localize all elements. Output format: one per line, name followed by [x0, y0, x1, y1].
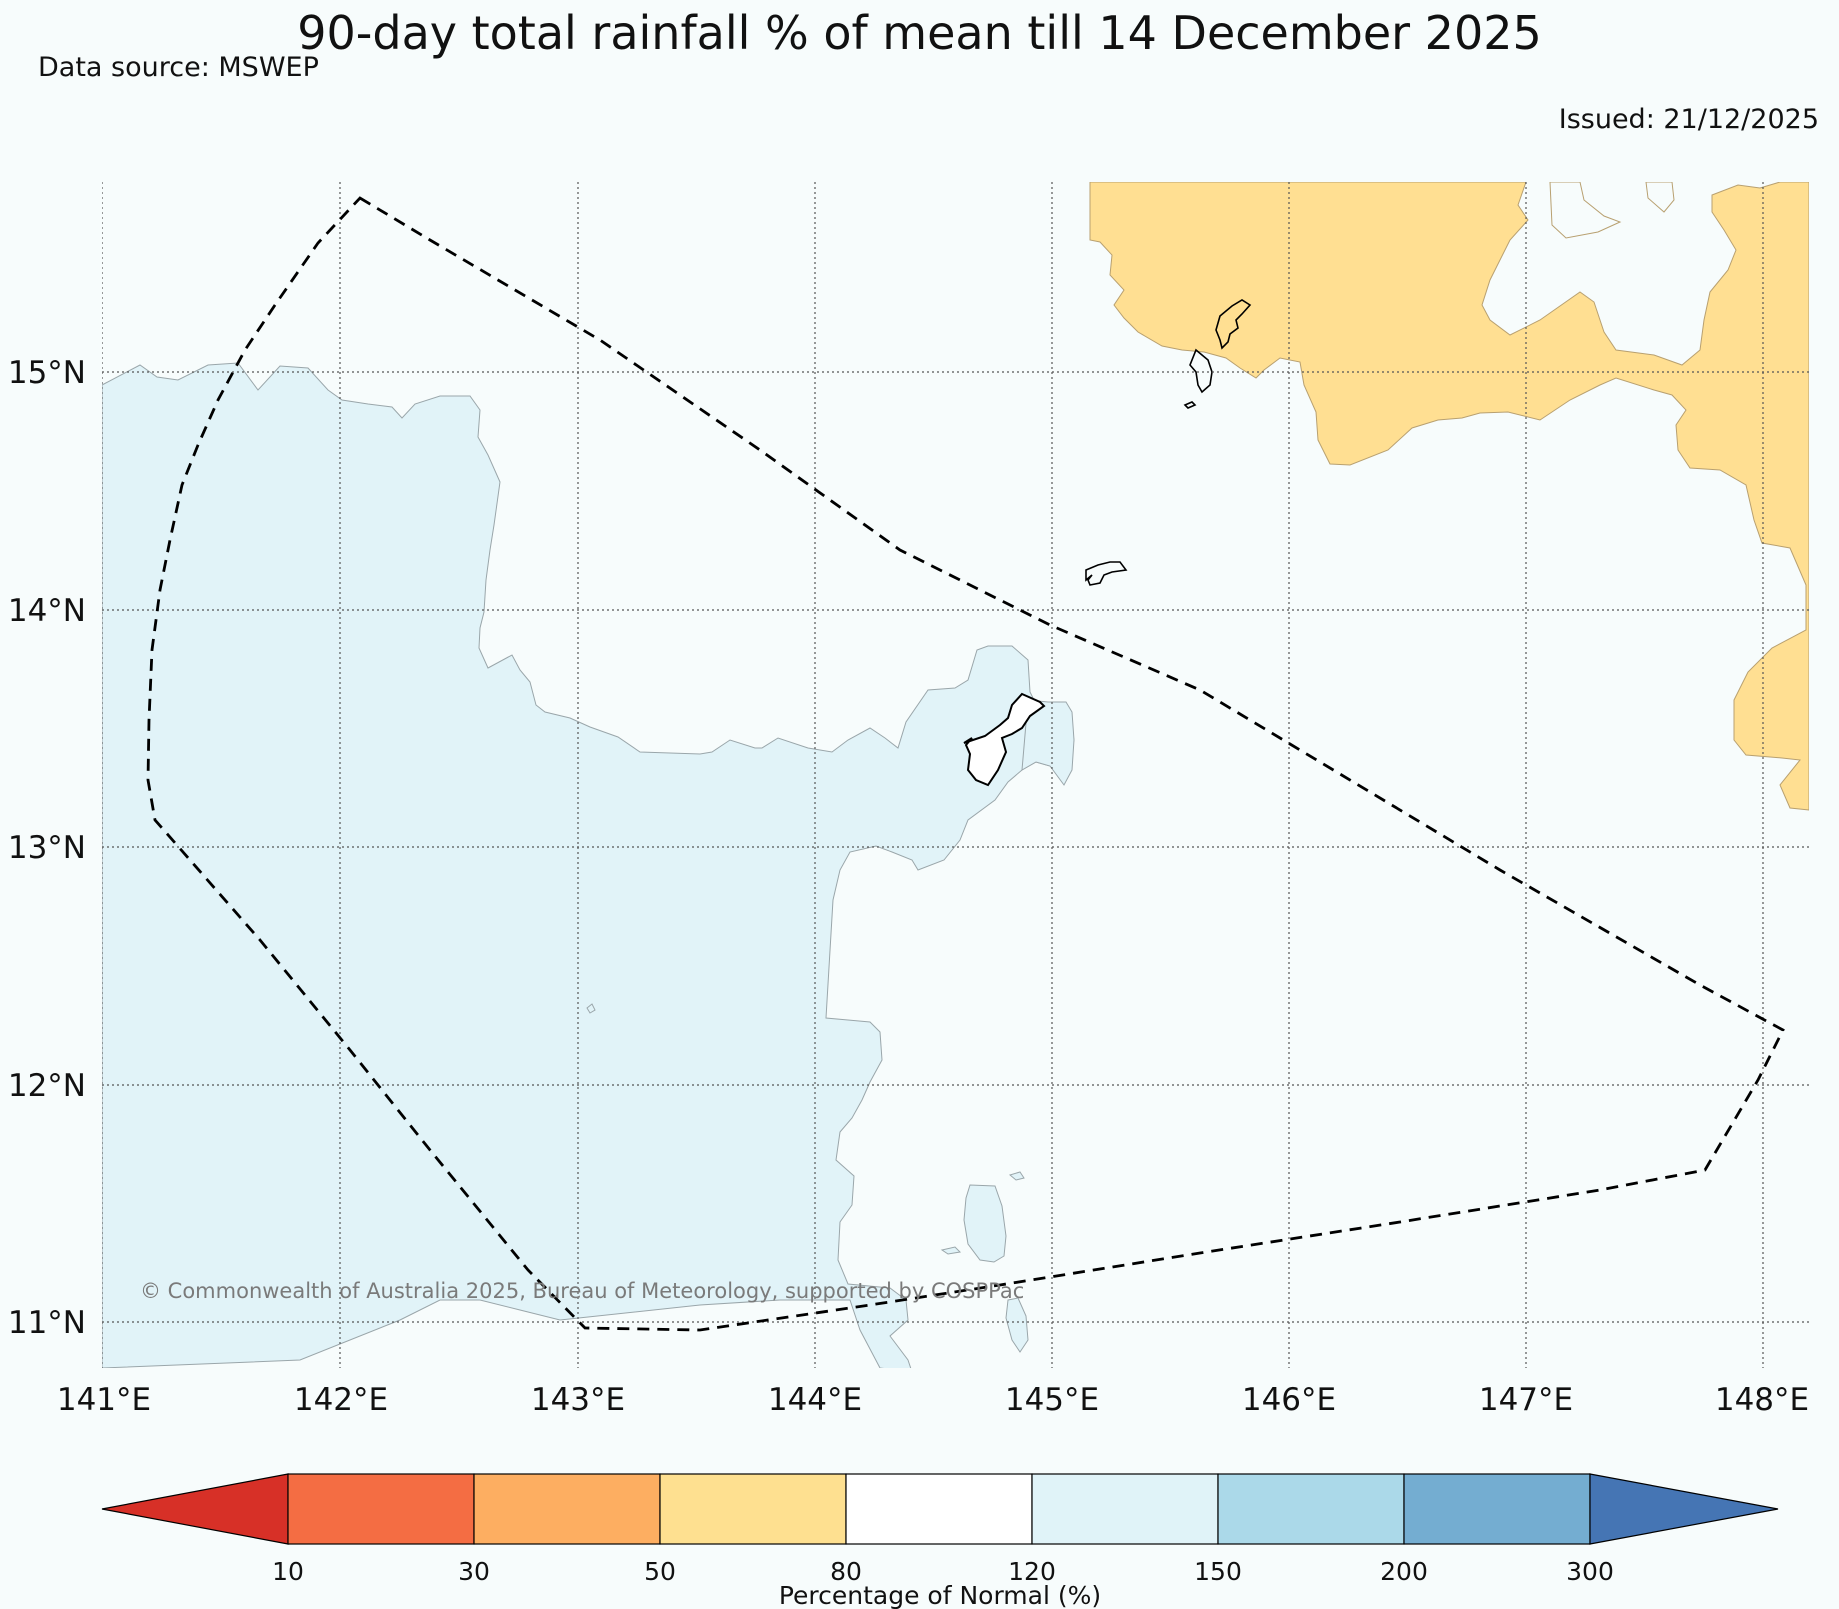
data-source-label: Data source: MSWEP — [38, 52, 319, 83]
lat-tick: 13°N — [8, 830, 86, 866]
wet-region-southern-islet — [963, 1184, 1007, 1263]
colorbar-tick: 80 — [830, 1557, 862, 1586]
colorbar — [101, 1473, 1779, 1545]
colorbar-tick: 200 — [1380, 1557, 1428, 1586]
colorbar-upper-extension — [1589, 1473, 1779, 1545]
colorbar-segment — [287, 1473, 475, 1545]
colorbar-segment — [1217, 1473, 1405, 1545]
wet-region-speck — [586, 1003, 1025, 1255]
longitude-tick-labels: 141°E 142°E 143°E 144°E 145°E 146°E 147°… — [57, 1382, 1809, 1418]
lat-tick: 14°N — [8, 593, 86, 629]
colorbar-segment — [1031, 1473, 1219, 1545]
lon-tick: 141°E — [57, 1382, 151, 1418]
lon-tick: 144°E — [768, 1382, 862, 1418]
colorbar-label: Percentage of Normal (%) — [779, 1581, 1101, 1609]
colorbar-tick: 10 — [272, 1557, 304, 1586]
map-title: 90-day total rainfall % of mean till 14 … — [297, 6, 1542, 60]
colorbar-segment — [1403, 1473, 1591, 1545]
colorbar-lower-extension — [101, 1473, 289, 1545]
island-outline-rota — [1085, 561, 1128, 586]
island-outline-guam — [963, 692, 1046, 787]
copyright-credit: © Commonwealth of Australia 2025, Bureau… — [140, 1279, 1024, 1303]
dry-region-gap — [1549, 182, 1675, 239]
colorbar-tick: 300 — [1566, 1557, 1614, 1586]
lon-tick: 147°E — [1479, 1382, 1573, 1418]
colorbar-tick: 120 — [1008, 1557, 1056, 1586]
lon-tick: 142°E — [294, 1382, 388, 1418]
wet-region-west — [102, 362, 1075, 1368]
colorbar-segment — [845, 1473, 1033, 1545]
lon-tick: 145°E — [1005, 1382, 1099, 1418]
dry-region-north — [1089, 182, 1809, 811]
colorbar-tick: 150 — [1194, 1557, 1242, 1586]
colorbar-tick-labels: 10 30 50 80 120 150 200 300 — [272, 1557, 1614, 1586]
lat-tick: 11°N — [8, 1305, 86, 1341]
colorbar-tick: 50 — [644, 1557, 676, 1586]
wet-region-east-islet — [1021, 699, 1075, 786]
colorbar-tick: 30 — [458, 1557, 490, 1586]
colorbar-segment — [473, 1473, 661, 1545]
lat-tick: 12°N — [8, 1068, 86, 1104]
lon-tick: 146°E — [1242, 1382, 1336, 1418]
eez-boundary — [146, 196, 1785, 1332]
lat-tick: 15°N — [8, 355, 86, 391]
island-outline-tinian — [1183, 348, 1213, 409]
lon-tick: 148°E — [1715, 1382, 1809, 1418]
colorbar-segment — [659, 1473, 847, 1545]
island-outline-saipan — [1215, 299, 1252, 350]
lon-tick: 143°E — [531, 1382, 625, 1418]
issued-date-label: Issued: 21/12/2025 — [1558, 104, 1819, 135]
latitude-tick-labels: 11°N 12°N 13°N 14°N 15°N — [8, 355, 86, 1341]
